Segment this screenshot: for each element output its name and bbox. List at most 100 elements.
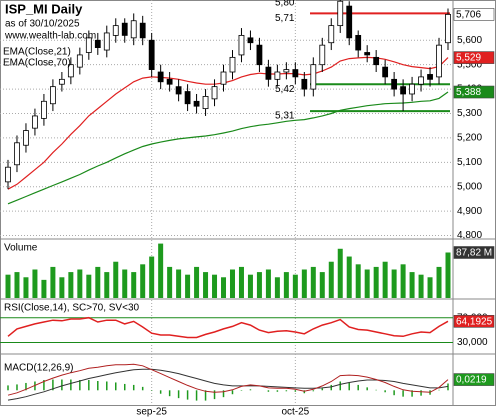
x-tick-label: oct-25 [281, 407, 309, 418]
volume-bar [337, 248, 343, 298]
candle-body [355, 34, 362, 51]
annotation: 5,42 [275, 84, 295, 95]
volume-bar [158, 243, 164, 298]
ema-label-box [453, 85, 495, 99]
candle-body [175, 86, 182, 95]
volume-bar [274, 277, 280, 298]
volume-bar [32, 269, 38, 298]
volume-bar [382, 261, 388, 298]
candle-body [445, 14, 451, 44]
volume-label: 87,82 M [456, 248, 492, 259]
candle-body [67, 64, 74, 78]
volume-bar [319, 272, 325, 298]
volume-bar [185, 274, 191, 298]
panel-title: MACD(12,26,9) [4, 363, 73, 374]
volume-bar [59, 277, 65, 298]
volume-bar [364, 269, 370, 298]
candle-body [427, 74, 433, 80]
volume-bar [445, 252, 451, 298]
rsi-line [7, 316, 449, 339]
candle-body [418, 76, 424, 85]
candle-body [76, 54, 83, 68]
volume-bar [77, 269, 83, 298]
candle-body [103, 32, 110, 51]
volume-bar [418, 274, 424, 298]
candle-body [283, 69, 290, 73]
rsi-label: 64,1925 [456, 316, 493, 327]
volume-bar [328, 261, 334, 298]
frame [0, 0, 496, 406]
annotation: 5,80 [275, 0, 295, 9]
candle-body [211, 86, 218, 100]
volume-bar [229, 269, 235, 298]
candle-body [319, 44, 326, 66]
volume-bar [373, 266, 379, 298]
candle-body [23, 130, 29, 146]
volume-bar [122, 269, 128, 298]
candle-body [436, 44, 442, 78]
volume-bar [292, 274, 298, 298]
volume-bar [238, 266, 244, 298]
volume-bar [400, 264, 406, 298]
candle-body [346, 5, 353, 39]
candle-body [373, 56, 380, 66]
y-tick-label: 4,900 [457, 206, 482, 217]
volume-bar [14, 272, 20, 298]
ema-label: 5,388 [456, 87, 481, 98]
y-tick-label: 5,000 [457, 181, 482, 192]
candle-body [301, 78, 308, 90]
y-tick-label: 5,100 [457, 157, 482, 168]
volume-label-box [453, 246, 495, 259]
candle-body [157, 71, 164, 83]
candle-body [409, 83, 415, 95]
volume-bar [391, 269, 397, 298]
y-tick-label: 30,000 [457, 337, 488, 348]
subtitle: as of 30/10/2025 [5, 19, 80, 30]
candle-body [256, 44, 263, 66]
candle-body [5, 166, 11, 183]
candle-body [220, 71, 227, 85]
volume-bar [140, 264, 146, 298]
candle-body [121, 22, 128, 36]
candle-body [292, 69, 299, 78]
candle-body [148, 39, 155, 70]
volume-bar [203, 272, 209, 298]
candle-body [112, 25, 119, 36]
volume-bar [256, 272, 262, 298]
candle-body [202, 96, 209, 110]
rsi-label-box [453, 315, 495, 328]
volume-bar [50, 266, 56, 298]
volume-bar [301, 269, 307, 298]
y-tick-label: 4,800 [457, 230, 482, 241]
volume-bar [104, 272, 110, 298]
y-tick-label: 5,300 [457, 108, 482, 119]
volume-bar [247, 274, 253, 298]
volume-bar [131, 272, 137, 298]
candle-body [130, 20, 137, 39]
volume-bar [23, 277, 29, 298]
volume-bar [41, 279, 47, 298]
volume-bar [265, 269, 271, 298]
candle-body [274, 71, 281, 80]
y-tick-label: 5,200 [457, 133, 482, 144]
volume-bar [95, 266, 101, 298]
ema-line [7, 56, 449, 190]
candle-body [193, 100, 200, 107]
chart-title: ISP_MI Daily [5, 1, 83, 16]
last-price-label-box [453, 8, 495, 21]
candle-body [58, 78, 65, 85]
macd-line [7, 363, 449, 396]
candle-body [94, 39, 101, 49]
source: www.wealth-lab.com [4, 31, 96, 42]
y-tick-label: 5,500 [457, 59, 482, 70]
volume-bar [436, 266, 442, 298]
annotation: 5,31 [275, 111, 295, 122]
candle-body [139, 22, 146, 39]
volume-bar [5, 274, 11, 298]
panel-title: RSI(Close,14), SC>70, SV<30 [4, 303, 140, 314]
legend-entry: EMA(Close,21) [3, 47, 71, 58]
price-plot [5, 0, 451, 205]
last-price-label: 5,706 [456, 10, 481, 21]
candle-body [265, 66, 272, 80]
